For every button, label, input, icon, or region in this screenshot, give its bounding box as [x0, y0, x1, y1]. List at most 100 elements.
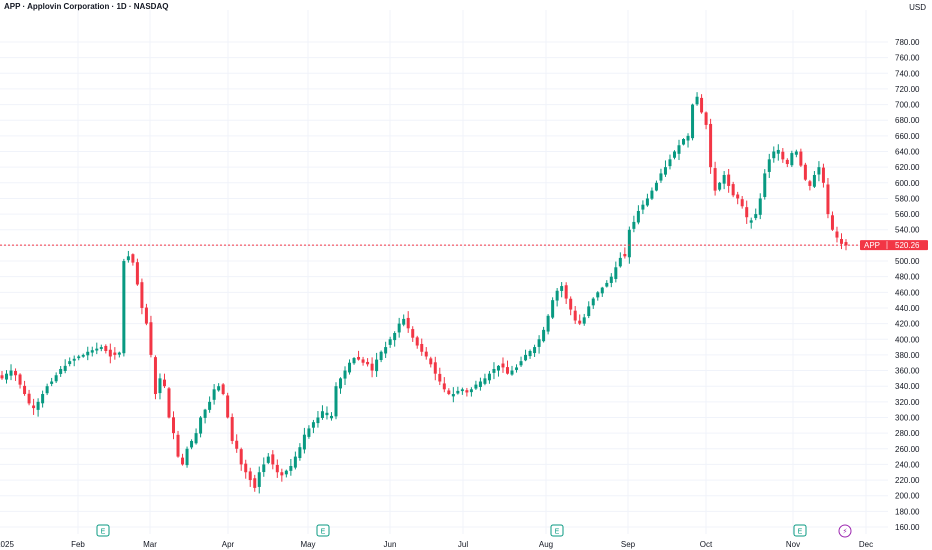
candle-body	[9, 370, 13, 376]
candle-body	[153, 357, 157, 395]
candle-body	[591, 298, 595, 306]
candle	[812, 171, 816, 189]
y-tick-label: 600.00	[895, 179, 920, 188]
candle	[830, 211, 834, 231]
candle-body	[763, 173, 767, 197]
candle-body	[32, 405, 36, 409]
candle-body	[86, 351, 90, 356]
candle	[632, 215, 636, 233]
x-tick-label: Mar	[143, 540, 157, 549]
candle-body	[95, 348, 99, 351]
candle-body	[339, 378, 343, 389]
y-tick-label: 400.00	[895, 335, 920, 344]
candle	[235, 434, 239, 453]
candle-body	[718, 182, 722, 190]
candle-body	[551, 300, 555, 318]
candle	[90, 346, 94, 357]
candle	[605, 280, 609, 288]
candle	[654, 180, 658, 192]
x-tick-label: Nov	[786, 540, 800, 549]
earnings-marker[interactable]: E	[96, 524, 110, 537]
y-tick-label: 180.00	[895, 507, 920, 516]
candle-body	[361, 359, 365, 363]
time-axis[interactable]: 2025 Feb Mar Apr May Jun Jul Aug Sep Oct Nov Dec	[0, 540, 873, 549]
candle-body	[311, 422, 315, 428]
candle-body	[289, 465, 293, 471]
x-tick-label: 2025	[0, 540, 14, 549]
candle	[411, 326, 415, 342]
candle	[420, 338, 424, 356]
candle-body	[41, 394, 45, 404]
candle-body	[668, 159, 672, 167]
candle-body	[420, 343, 424, 352]
candle-body	[424, 351, 428, 357]
earnings-marker[interactable]: E	[550, 524, 564, 537]
x-tick-label: Apr	[222, 540, 235, 549]
candle-body	[794, 151, 798, 155]
candle-body	[524, 354, 528, 361]
candle-body	[650, 190, 654, 199]
candle	[203, 408, 207, 424]
candle-body	[402, 318, 406, 325]
candle-body	[844, 242, 848, 246]
candle-body	[271, 454, 275, 465]
candle-body	[609, 276, 613, 283]
candle	[366, 358, 370, 367]
currency-label: USD	[909, 3, 926, 12]
candle-body	[0, 375, 4, 379]
candle	[668, 154, 672, 170]
dividend-badge-circle	[838, 524, 852, 538]
candle-body	[469, 389, 473, 393]
candle-body	[329, 415, 333, 419]
candle-body	[790, 153, 794, 166]
candle	[280, 468, 284, 482]
candle	[402, 314, 406, 327]
candle-body	[835, 231, 839, 238]
candle	[799, 148, 803, 168]
event-markers: E E E E ⚡	[96, 524, 852, 538]
candle	[41, 390, 45, 408]
candle-body	[217, 386, 221, 391]
candle	[578, 314, 582, 326]
earnings-marker[interactable]: E	[793, 524, 807, 537]
candle-body	[176, 434, 180, 457]
candle	[781, 148, 785, 163]
candle	[388, 336, 392, 348]
candle-body	[799, 151, 803, 166]
candle-body	[587, 306, 591, 317]
candle-body	[826, 184, 830, 215]
candle-body	[659, 173, 663, 181]
candle	[0, 370, 4, 380]
earnings-badge-label: E	[101, 529, 106, 536]
y-tick-label: 200.00	[895, 492, 920, 501]
candle	[311, 419, 315, 434]
candle	[451, 387, 455, 403]
candle-body	[230, 417, 234, 441]
candle-body	[808, 181, 812, 186]
candle-body	[352, 358, 356, 364]
candle	[839, 233, 843, 250]
candle	[709, 118, 713, 174]
candle	[537, 335, 541, 354]
candle	[113, 347, 117, 360]
candle	[745, 200, 749, 224]
dividend-marker[interactable]: ⚡	[838, 524, 852, 538]
x-tick-label: Feb	[71, 540, 85, 549]
price-axis[interactable]: 780.00 760.00 740.00 720.00 700.00 680.00 660.…	[895, 38, 920, 532]
candle-body	[487, 373, 491, 381]
candle-body	[167, 388, 171, 418]
candle-body	[284, 470, 288, 475]
candle-body	[370, 363, 374, 371]
earnings-marker[interactable]: E	[316, 524, 330, 537]
candle	[226, 392, 230, 419]
candle-body	[618, 257, 622, 267]
dividend-badge-label: ⚡	[843, 528, 848, 536]
candle	[835, 226, 839, 243]
candle	[230, 413, 234, 445]
candle	[442, 377, 446, 393]
candle	[609, 273, 613, 288]
candle	[59, 366, 63, 377]
candle-body	[212, 389, 216, 400]
candle-body	[117, 352, 121, 355]
